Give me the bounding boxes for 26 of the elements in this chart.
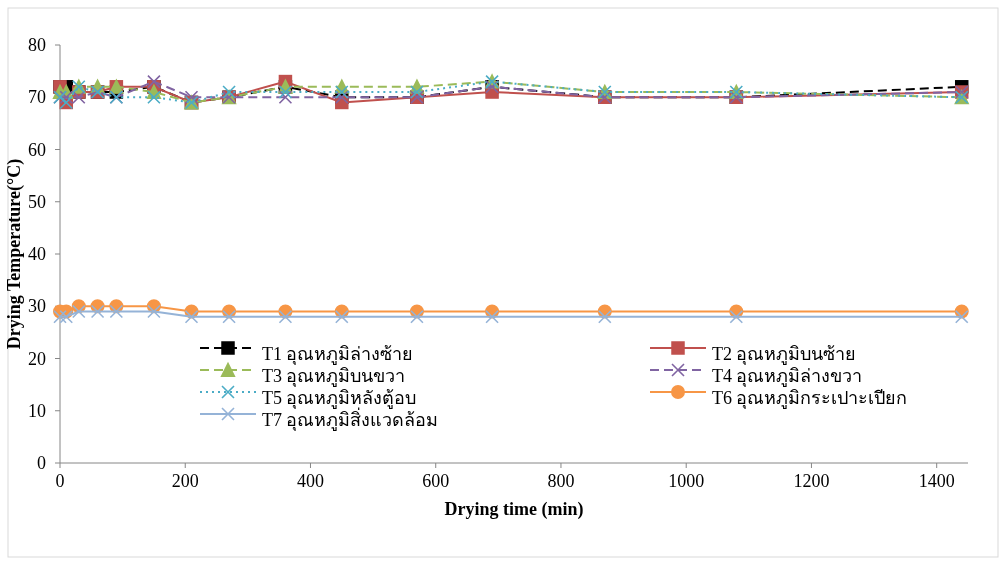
x-tick-label: 1400	[918, 471, 955, 491]
y-tick-label: 70	[28, 87, 46, 108]
x-tick-label: 1200	[793, 471, 830, 491]
y-tick-label: 30	[28, 296, 46, 317]
x-tick-label: 400	[296, 471, 324, 491]
x-axis-title: Drying time (min)	[444, 499, 584, 520]
x-tick-label: 1000	[668, 471, 705, 491]
x-tick-label: 800	[547, 471, 575, 491]
legend-label: T2 อุณหภูมิบนซ้าย	[712, 344, 857, 365]
y-tick-label: 50	[28, 191, 46, 212]
y-axis-title: Drying Temperature(°C)	[4, 158, 25, 350]
y-tick-label: 60	[28, 139, 46, 160]
x-tick-label: 600	[422, 471, 450, 491]
legend-label: T5 อุณหภูมิหลังตู้อบ	[262, 388, 417, 409]
y-tick-label: 40	[28, 244, 46, 264]
legend-label: T7 อุณหภูมิสิ่งแวดล้อม	[262, 407, 439, 431]
legend-label: T6 อุณหภูมิกระเปาะเปียก	[712, 388, 908, 409]
x-tick-label: 0	[55, 471, 65, 491]
x-tick-label: 200	[171, 471, 199, 491]
y-tick-label: 0	[37, 453, 46, 473]
y-tick-label: 10	[28, 400, 46, 421]
legend-label: T3 อุณหภูมิบนขวา	[262, 366, 406, 387]
y-tick-label: 80	[28, 35, 46, 55]
legend-label: T4 อุณหภูมิล่างขวา	[712, 366, 863, 387]
y-tick-label: 20	[28, 348, 46, 369]
legend-label: T1 อุณหภูมิล่างซ้าย	[262, 344, 414, 365]
